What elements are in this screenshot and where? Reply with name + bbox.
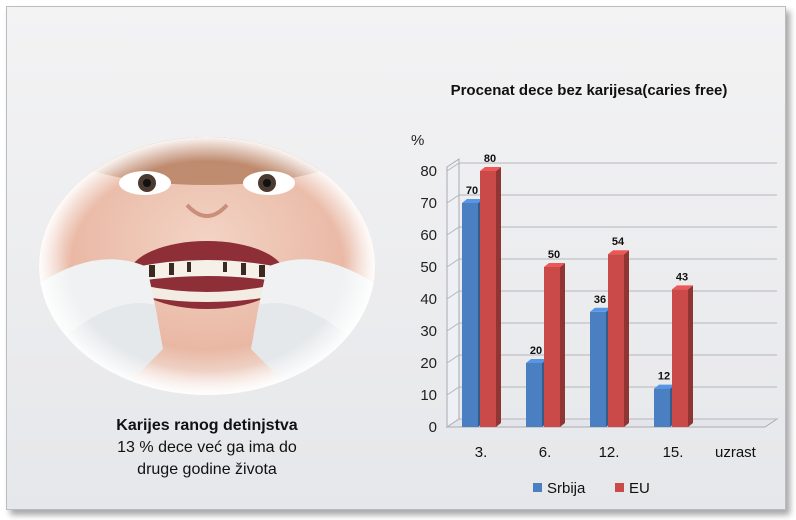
gridline — [446, 290, 777, 300]
bar-top — [544, 263, 565, 267]
y-tick-label: 20 — [420, 355, 437, 372]
x-axis-label: uzrast — [715, 444, 757, 461]
photo-caption: Karijes ranog detinjstva 13 % dece već g… — [47, 415, 367, 481]
bar-top — [608, 250, 629, 255]
gridline — [446, 162, 777, 172]
y-tick-label: 0 — [429, 419, 437, 436]
y-tick-label: 60 — [420, 227, 437, 244]
x-tick-label: 15. — [663, 444, 684, 461]
bar-side — [624, 250, 629, 427]
gridline — [446, 322, 777, 332]
bar-top — [462, 199, 483, 203]
x-axis-ticks: 3. 6. 12. 15. — [475, 444, 684, 461]
bar-side — [688, 285, 693, 427]
gridline — [446, 226, 777, 236]
child-teeth-photo — [39, 137, 375, 395]
caption-line-2: druge godine života — [137, 461, 277, 478]
data-label: 12 — [658, 371, 670, 383]
y-axis-ticks: 0 10 20 30 40 50 60 70 80 — [420, 163, 437, 436]
data-label: 36 — [594, 294, 606, 306]
x-tick-label: 3. — [475, 444, 488, 461]
y-tick-label: 30 — [420, 323, 437, 340]
y-tick-label: 70 — [420, 195, 437, 212]
bar — [544, 267, 560, 427]
chart-title: Procenat dece bez karijesa(caries free) — [451, 82, 728, 99]
caption-line-1: 13 % dece već ga ima do — [117, 439, 297, 456]
bar — [654, 388, 670, 427]
bar-top — [590, 307, 611, 312]
caption-title: Karijes ranog detinjstva — [116, 417, 298, 434]
legend-label: EU — [629, 480, 650, 497]
bar-top — [480, 167, 501, 171]
data-labels: 70 80 20 50 36 54 12 43 — [466, 153, 688, 383]
legend: Srbija EU — [533, 480, 650, 497]
y-tick-label: 50 — [420, 259, 437, 276]
legend-swatch — [533, 483, 542, 492]
y-tick-label: 40 — [420, 291, 437, 308]
bar — [590, 311, 606, 427]
bar-side — [560, 263, 565, 427]
bar — [526, 363, 542, 427]
gridline — [446, 258, 777, 268]
data-label: 50 — [548, 249, 560, 261]
bar — [462, 203, 478, 427]
bar — [480, 171, 496, 427]
gridline — [446, 194, 777, 204]
data-label: 43 — [676, 271, 688, 283]
legend-swatch — [615, 483, 624, 492]
bar-top — [672, 285, 693, 290]
legend-label: Srbija — [547, 480, 586, 497]
x-tick-label: 12. — [599, 444, 620, 461]
slide: Karijes ranog detinjstva 13 % dece već g… — [6, 6, 786, 510]
y-axis-label: % — [411, 132, 424, 149]
bar-chart: Procenat dece bez karijesa(caries free) … — [411, 82, 779, 497]
bar-top — [654, 384, 675, 389]
data-label: 20 — [530, 345, 542, 357]
x-tick-label: 6. — [539, 444, 552, 461]
bars — [462, 167, 693, 427]
bar-top — [526, 359, 547, 363]
gridline — [446, 354, 777, 364]
data-label: 54 — [612, 236, 625, 248]
y-tick-label: 80 — [420, 163, 437, 180]
y-tick-label: 10 — [420, 387, 437, 404]
bar — [672, 289, 688, 427]
bar-side — [496, 167, 501, 427]
data-label: 70 — [466, 185, 478, 197]
bar — [608, 254, 624, 427]
data-label: 80 — [484, 153, 496, 165]
